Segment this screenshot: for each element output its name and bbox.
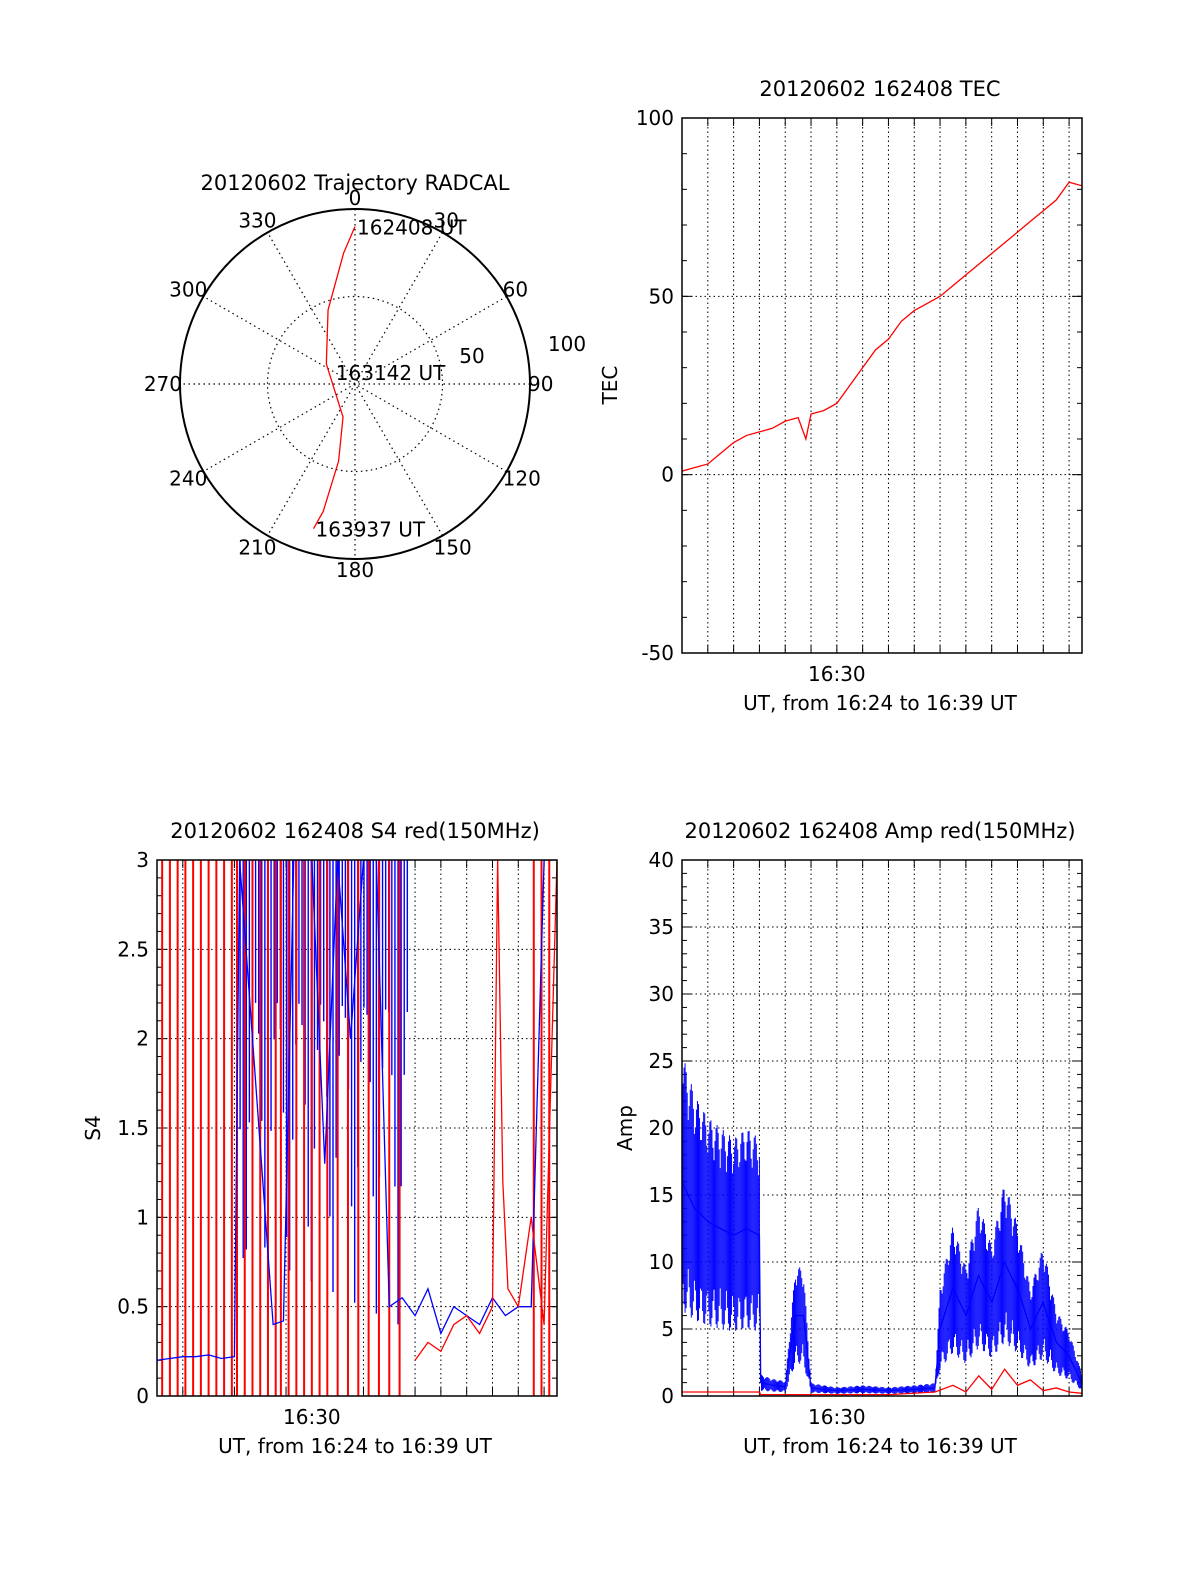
s4-panel: 20120602 162408 S4 red(150MHz) UT, from …	[81, 819, 558, 1458]
y-tick-label: 1	[136, 1205, 149, 1229]
plot-area	[682, 1063, 1082, 1396]
y-tick-label: 0.5	[117, 1295, 149, 1319]
polar-angle-label: 330	[238, 208, 276, 232]
y-tick-label: 1.5	[117, 1116, 149, 1140]
series-line	[682, 1181, 1082, 1392]
y-tick-label: 25	[649, 1049, 674, 1073]
series-line	[682, 1368, 1082, 1396]
x-tick-label: 16:30	[283, 1405, 341, 1429]
polar-angle-label: 180	[336, 558, 374, 582]
y-tick-label: 50	[649, 284, 674, 308]
polar-spoke	[266, 232, 444, 536]
tec-title: 20120602 162408 TEC	[759, 77, 1000, 101]
plot-area	[682, 181, 1082, 472]
y-tick-label: 30	[649, 982, 674, 1006]
y-tick-label: -50	[641, 641, 674, 665]
trajectory-annotation: 163142 UT	[336, 361, 446, 385]
polar-angle-label: 270	[144, 372, 182, 396]
y-tick-label: 15	[649, 1183, 674, 1207]
trajectory-annotation: 163937 UT	[316, 518, 426, 542]
polar-angle-label: 120	[503, 467, 541, 491]
polar-angle-label: 0	[349, 186, 362, 210]
y-tick-label: 100	[636, 106, 674, 130]
y-tick-label: 0	[661, 1384, 674, 1408]
polar-angle-label: 300	[169, 278, 207, 302]
trajectory-line	[312, 226, 356, 529]
y-tick-label: 2	[136, 1027, 149, 1051]
amp-ylabel: Amp	[613, 1105, 637, 1151]
tec-ylabel: TEC	[598, 366, 622, 406]
s4-ylabel: S4	[81, 1115, 105, 1140]
polar-angle-label: 240	[169, 467, 207, 491]
y-tick-label: 0	[136, 1384, 149, 1408]
polar-ring-50	[266, 295, 444, 473]
plot-frame	[681, 859, 1083, 1397]
series-line	[414, 860, 557, 1361]
polar-radial-label: 50	[459, 344, 484, 368]
y-tick-label: 20	[649, 1116, 674, 1140]
polar-angle-label: 30	[434, 208, 459, 232]
series-line	[682, 181, 1082, 472]
polar-angle-label: 210	[238, 536, 276, 560]
polar-title: 20120602 Trajectory RADCAL	[201, 171, 510, 195]
plot-frame	[156, 859, 558, 1397]
polar-angle-label: 150	[434, 536, 472, 560]
tec-panel: 20120602 162408 TEC UT, from 16:24 to 16…	[598, 77, 1083, 715]
amp-title: 20120602 162408 Amp red(150MHz)	[684, 819, 1075, 843]
polar-radial-label: 100	[548, 332, 586, 356]
plot-area	[157, 860, 557, 1396]
y-tick-label: 35	[649, 915, 674, 939]
x-tick-label: 16:30	[808, 662, 866, 686]
y-tick-label: 40	[649, 848, 674, 872]
y-tick-label: 2.5	[117, 937, 149, 961]
polar-trajectory-panel: 20120602 Trajectory RADCAL 0 30 60 90 120 150…	[144, 171, 586, 582]
y-tick-label: 0	[661, 463, 674, 487]
y-tick-label: 10	[649, 1250, 674, 1274]
trajectory-annotation: 162408 UT	[357, 216, 467, 240]
polar-angle-label: 60	[503, 278, 528, 302]
s4-title: 20120602 162408 S4 red(150MHz)	[170, 819, 540, 843]
polar-angle-label: 90	[528, 372, 553, 396]
y-tick-label: 5	[661, 1317, 674, 1341]
amp-xlabel: UT, from 16:24 to 16:39 UT	[743, 1434, 1018, 1458]
x-tick-label: 16:30	[808, 1405, 866, 1429]
amp-panel: 20120602 162408 Amp red(150MHz) UT, from…	[613, 819, 1083, 1458]
tec-xlabel: UT, from 16:24 to 16:39 UT	[743, 691, 1018, 715]
s4-xlabel: UT, from 16:24 to 16:39 UT	[218, 1434, 493, 1458]
y-tick-label: 3	[136, 848, 149, 872]
plot-frame	[681, 117, 1083, 654]
